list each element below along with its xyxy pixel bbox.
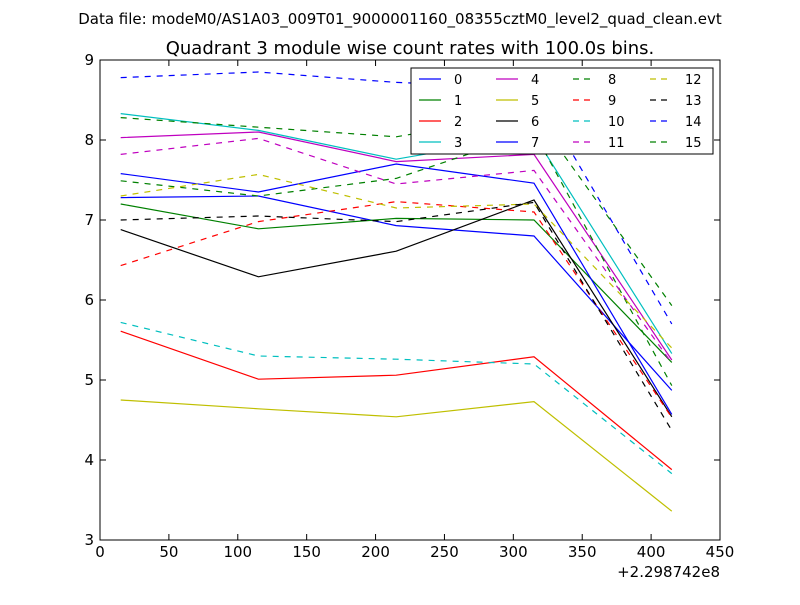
x-tick-label: 400	[637, 543, 666, 561]
x-tick-label: 50	[159, 543, 178, 561]
x-tick-label: 100	[223, 543, 252, 561]
legend-box	[410, 67, 714, 155]
legend-label-6: 6	[531, 115, 539, 130]
series-line-15	[120, 112, 673, 306]
legend-label-3: 3	[454, 136, 462, 151]
series-line-0	[120, 195, 673, 391]
legend-label-13: 13	[685, 94, 702, 109]
series-line-3	[120, 113, 673, 354]
legend-label-14: 14	[685, 115, 702, 130]
series-line-6	[120, 199, 673, 418]
x-tick-label: 350	[568, 543, 597, 561]
x-tick-label: 200	[361, 543, 390, 561]
legend-label-11: 11	[608, 136, 625, 151]
legend-label-9: 9	[608, 94, 616, 109]
series-line-7	[120, 163, 673, 415]
series-layer	[120, 71, 673, 512]
series-line-14	[120, 71, 673, 325]
legend-label-5: 5	[531, 94, 539, 109]
chart-suptitle: Data file: modeM0/AS1A03_009T01_90000011…	[78, 10, 722, 29]
legend-label-4: 4	[531, 73, 539, 88]
y-tick-label: 8	[84, 131, 94, 149]
x-tick-label: 0	[95, 543, 105, 561]
legend-label-12: 12	[685, 73, 702, 88]
legend-label-1: 1	[454, 94, 462, 109]
chart-title: Quadrant 3 module wise count rates with …	[166, 38, 655, 59]
legend-label-15: 15	[685, 136, 702, 151]
x-tick-label: 150	[292, 543, 321, 561]
y-tick-label: 3	[84, 531, 94, 549]
x-tick-label: 300	[499, 543, 528, 561]
series-line-9	[120, 200, 673, 418]
series-line-4	[120, 131, 673, 361]
legend-label-10: 10	[608, 115, 625, 130]
series-line-1	[120, 203, 673, 363]
y-tick-label: 4	[84, 451, 94, 469]
legend-label-2: 2	[454, 115, 462, 130]
y-tick-label: 9	[84, 51, 94, 69]
series-line-10	[120, 321, 673, 475]
legend-label-0: 0	[454, 73, 462, 88]
legend-label-7: 7	[531, 136, 539, 151]
series-line-5	[120, 399, 673, 512]
y-tick-label: 5	[84, 371, 94, 389]
x-offset-label: +2.298742e8	[617, 563, 720, 581]
y-tick-label: 6	[84, 291, 94, 309]
y-tick-label: 7	[84, 211, 94, 229]
legend-label-8: 8	[608, 73, 616, 88]
series-line-12	[120, 173, 673, 349]
x-tick-label: 450	[706, 543, 735, 561]
x-tick-label: 250	[430, 543, 459, 561]
series-line-8	[120, 131, 673, 386]
series-line-2	[120, 330, 673, 471]
